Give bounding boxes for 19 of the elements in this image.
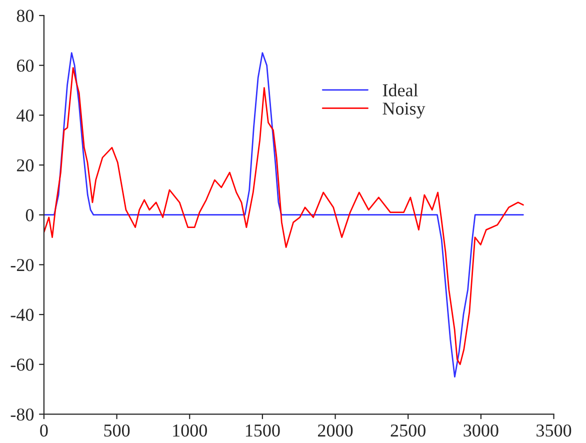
y-tick-label: -80 xyxy=(10,408,34,421)
x-tick-label: 1000 xyxy=(173,424,207,437)
y-tick-label: 0 xyxy=(26,209,34,222)
x-tick-label: 1500 xyxy=(246,424,280,437)
x-tick-label: 2000 xyxy=(318,424,353,437)
x-tick-label: 0 xyxy=(40,424,48,437)
x-tick-label: 3500 xyxy=(536,424,572,437)
y-tick-label: -60 xyxy=(10,358,34,371)
x-tick-label: 500 xyxy=(104,424,130,437)
y-tick-label: -40 xyxy=(10,308,34,321)
legend-label: Ideal xyxy=(382,84,418,96)
y-tick-label: -20 xyxy=(10,258,34,272)
y-tick-label: 80 xyxy=(16,10,34,22)
y-tick-label: 60 xyxy=(16,60,34,72)
y-tick-label: 40 xyxy=(16,109,34,122)
x-tick-label: 2500 xyxy=(390,424,426,437)
x-tick-label: 3000 xyxy=(464,424,498,437)
legend-label: Noisy xyxy=(382,102,426,118)
y-tick-label: 20 xyxy=(16,159,34,172)
